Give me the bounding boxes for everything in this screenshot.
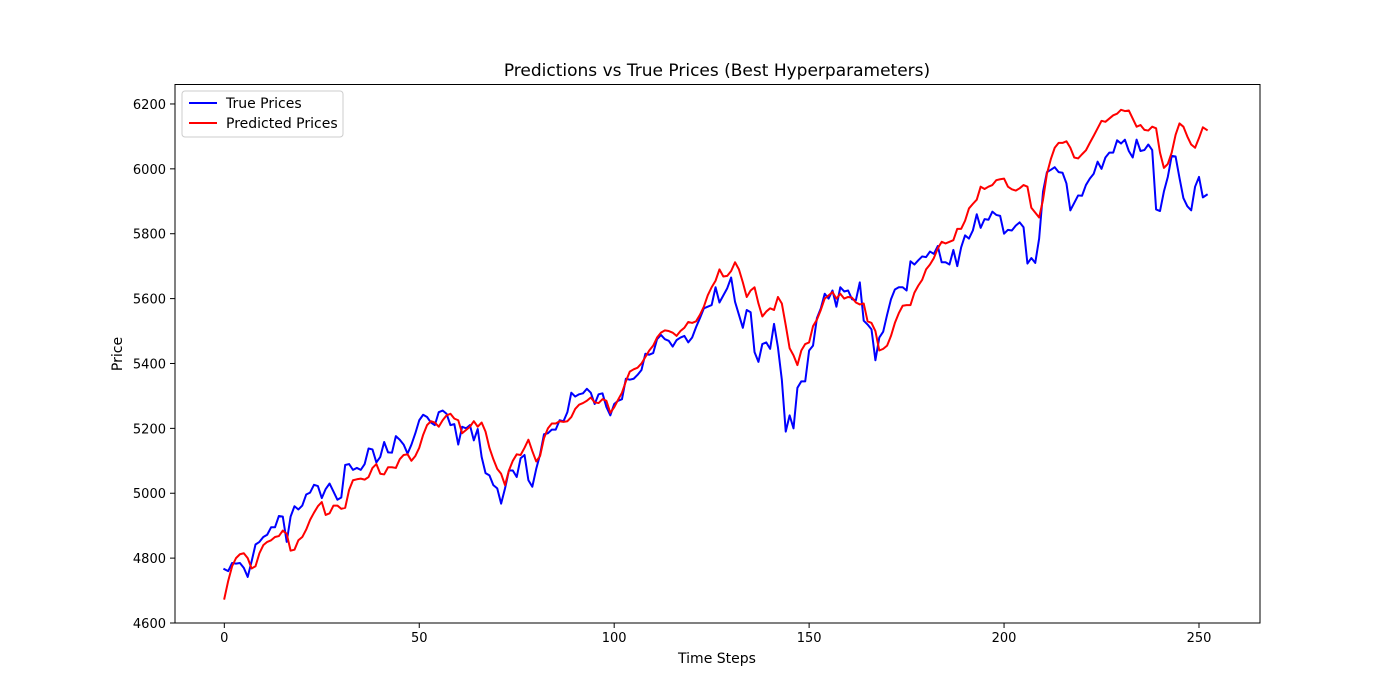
y-tick-label: 6000: [133, 163, 166, 178]
x-tick-label: 250: [1187, 631, 1212, 646]
x-axis: 0 50 100 150 200 250: [220, 623, 1211, 646]
y-axis: 4600 4800 5000 5200 5400 5600 5800 6000 6200: [133, 98, 175, 632]
y-tick-label: 6200: [133, 98, 166, 113]
x-tick-label: 0: [220, 631, 228, 646]
legend: True Prices Predicted Prices: [181, 90, 344, 138]
x-axis-label: Time Steps: [677, 651, 756, 667]
y-tick-label: 5000: [133, 487, 166, 502]
y-axis-label: Price: [110, 337, 126, 371]
y-tick-label: 4800: [133, 552, 166, 567]
y-tick-label: 4600: [133, 617, 166, 632]
series-line-true-prices: [222, 138, 1209, 578]
legend-label-true-prices: True Prices: [225, 96, 302, 112]
x-tick-label: 50: [411, 631, 428, 646]
series-line-predicted-prices: [223, 108, 1209, 600]
x-tick-label: 200: [992, 631, 1017, 646]
legend-label-predicted-prices: Predicted Prices: [226, 116, 338, 132]
plot-area-frame: [174, 84, 1261, 624]
y-tick-label: 5400: [133, 357, 166, 372]
y-tick-label: 5800: [133, 228, 166, 243]
x-tick-label: 150: [797, 631, 822, 646]
legend-box: [181, 90, 344, 138]
y-tick-label: 5600: [133, 293, 166, 308]
chart-title: Predictions vs True Prices (Best Hyperpa…: [504, 61, 930, 81]
series-layer: [222, 108, 1209, 600]
y-tick-label: 5200: [133, 422, 166, 437]
x-tick-label: 100: [602, 631, 627, 646]
